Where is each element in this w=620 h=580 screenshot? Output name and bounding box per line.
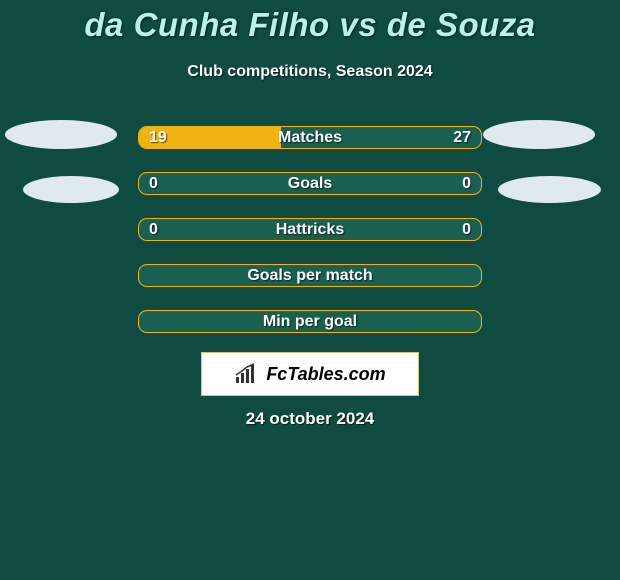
stat-bar-goals-per-match: Goals per match (138, 264, 482, 287)
stat-bar-left-value: 0 (149, 175, 158, 193)
stat-bar-label: Min per goal (139, 313, 481, 331)
source-badge-text: FcTables.com (266, 364, 385, 385)
player-oval-2 (483, 120, 595, 149)
page-title: da Cunha Filho vs de Souza (0, 6, 620, 44)
comparison-card: da Cunha Filho vs de Souza Club competit… (0, 0, 620, 580)
stat-bar-matches: Matches19 27 (138, 126, 482, 149)
stat-bar-right-value: 0 (462, 221, 471, 239)
stat-bar-right-value: 27 (453, 129, 471, 147)
stat-bar-hattricks: Hattricks0 0 (138, 218, 482, 241)
stat-bar-label: Goals per match (139, 267, 481, 285)
stat-bar-goals: Goals0 0 (138, 172, 482, 195)
stat-bar-label: Matches (139, 129, 481, 147)
date-label: 24 october 2024 (0, 409, 620, 429)
title-text: da Cunha Filho vs de Souza (84, 6, 535, 43)
player-oval-3 (498, 176, 601, 203)
stat-bar-label: Hattricks (139, 221, 481, 239)
source-badge[interactable]: FcTables.com (201, 352, 419, 396)
stat-bar-right-value: 0 (462, 175, 471, 193)
stat-bar-left-value: 0 (149, 221, 158, 239)
player-oval-0 (5, 120, 117, 149)
player-oval-1 (23, 176, 119, 203)
stat-bar-left-value: 19 (149, 129, 167, 147)
stat-bar-label: Goals (139, 175, 481, 193)
subtitle: Club competitions, Season 2024 (0, 63, 620, 81)
bar-chart-icon (234, 363, 260, 385)
stat-bar-min-per-goal: Min per goal (138, 310, 482, 333)
